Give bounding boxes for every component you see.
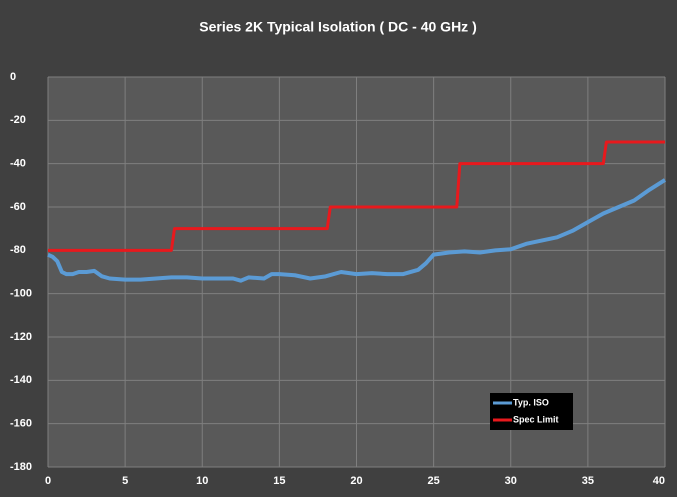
x-tick-label: 0 (45, 475, 51, 487)
x-tick-label: 25 (428, 475, 440, 487)
y-tick-label: -40 (10, 158, 26, 170)
legend-label: Spec Limit (513, 414, 559, 424)
x-tick-label: 20 (350, 475, 362, 487)
series-line (48, 140, 665, 252)
y-tick-label: 0 (10, 71, 16, 83)
y-tick-label: -60 (10, 201, 26, 213)
y-tick-label: -160 (10, 418, 32, 430)
chart-title: Series 2K Typical Isolation ( DC - 40 GH… (199, 19, 476, 35)
y-tick-label: -180 (10, 461, 32, 473)
legend-box (490, 393, 573, 430)
legend-label: Typ. ISO (513, 397, 549, 407)
y-tick-label: -80 (10, 244, 26, 256)
x-tick-label: 35 (582, 475, 594, 487)
y-tick-label: -120 (10, 331, 32, 343)
y-tick-label: -140 (10, 374, 32, 386)
y-tick-label: -100 (10, 288, 32, 300)
x-tick-label: 10 (196, 475, 208, 487)
x-tick-label: 15 (273, 475, 285, 487)
x-tick-label: 5 (122, 475, 128, 487)
x-tick-label: 40 (653, 475, 665, 487)
x-tick-label: 30 (505, 475, 517, 487)
y-tick-label: -20 (10, 114, 26, 126)
series-line (47, 178, 667, 283)
